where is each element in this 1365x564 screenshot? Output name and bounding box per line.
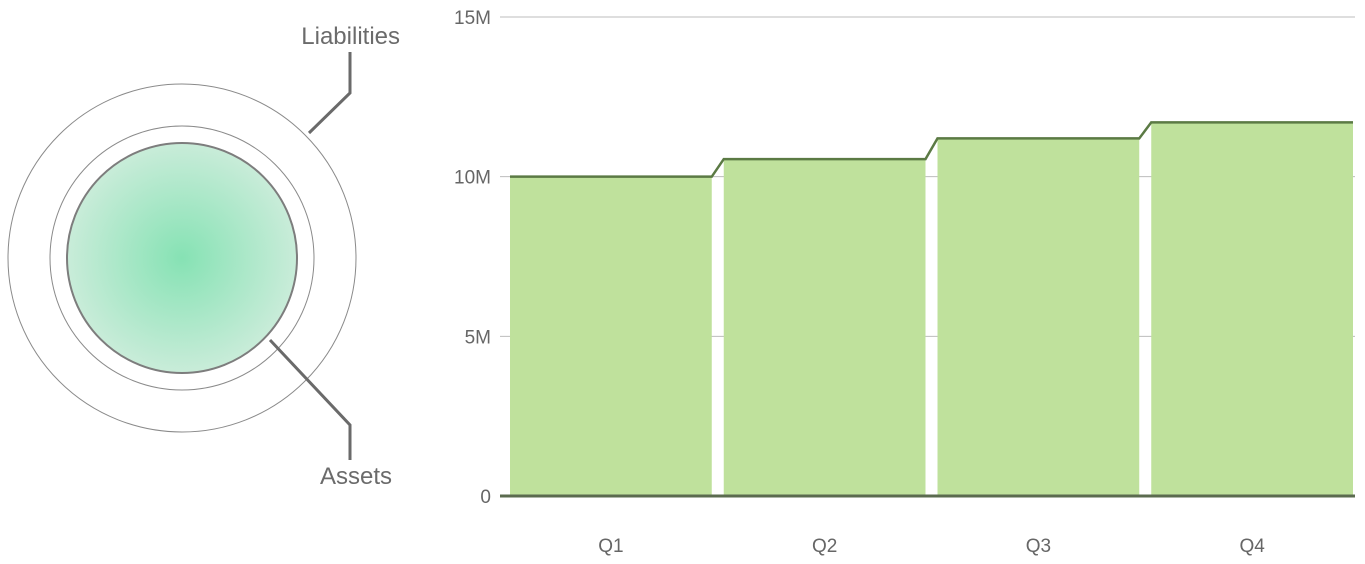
y-tick-label-0: 0 (480, 487, 491, 508)
x-tick-label-q4: Q4 (1239, 536, 1265, 557)
y-tick-label-2: 10M (454, 168, 491, 189)
x-tick-label-q1: Q1 (598, 536, 623, 557)
liabilities-ring (7, 83, 357, 433)
bar-top-outline (510, 121, 1353, 178)
y-axis-ticks: 0 5M 10M 15M (454, 8, 491, 508)
x-tick-label-q2: Q2 (812, 536, 837, 557)
circle-chart: Liabilities Assets (7, 23, 400, 490)
assets-label: Assets (320, 463, 392, 490)
bar-q2 (723, 159, 926, 496)
bar-layer (500, 121, 1355, 498)
x-axis-ticks: Q1 Q2 Q3 Q4 (598, 536, 1265, 557)
y-tick-label-3: 15M (454, 8, 491, 29)
bar-q1 (510, 176, 712, 496)
bar-q3 (937, 138, 1140, 496)
inner-ring (49, 125, 315, 391)
assets-callout-line (268, 338, 352, 460)
liabilities-label: Liabilities (301, 23, 400, 50)
bar-q4 (1151, 122, 1353, 496)
liabilities-callout-line (307, 52, 352, 135)
y-tick-label-1: 5M (465, 327, 491, 348)
x-tick-label-q3: Q3 (1026, 536, 1051, 557)
bar-chart: 0 5M 10M 15M Q1 Q2 Q3 Q4 (454, 8, 1355, 557)
assets-disc (66, 142, 298, 374)
